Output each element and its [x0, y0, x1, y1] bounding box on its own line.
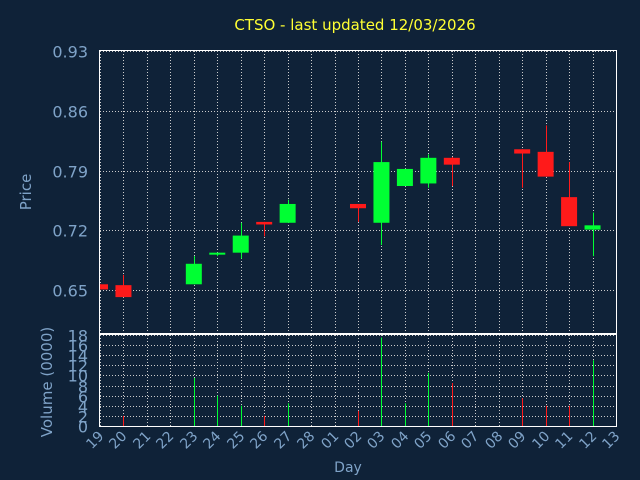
candle-body: [115, 285, 132, 298]
day-tick-label: 22: [153, 429, 177, 453]
price-tick-label: 0.72: [52, 222, 88, 241]
candle: [256, 221, 273, 237]
volume-tick-label: 16: [68, 337, 88, 356]
price-tick-labels: 0.65 0.72 0.79 0.86 0.93: [52, 43, 88, 301]
day-tick-label: 08: [482, 429, 506, 453]
candle: [443, 156, 460, 187]
day-tick-label: 09: [505, 429, 529, 453]
candle-body: [100, 284, 108, 290]
candle: [185, 256, 202, 285]
volume-tick-label: 6: [78, 388, 88, 407]
candles: [100, 125, 601, 298]
price-tick-label: 0.86: [52, 103, 88, 122]
day-tick-labels: 19 20 21 22 23 24 25 26 27 28 01 02 03 04 05 06 07 08 09 10…: [83, 428, 623, 452]
x-axis-label: Day: [334, 460, 362, 476]
price-tick-label: 0.79: [52, 163, 88, 182]
candle: [561, 162, 578, 227]
day-tick-label: 24: [200, 428, 224, 452]
candle-body: [185, 263, 202, 285]
day-tick-label: 05: [411, 429, 435, 453]
candle-body: [373, 162, 390, 223]
candle-body: [256, 221, 273, 225]
price-tick-label: 0.65: [52, 282, 88, 301]
day-tick-label: 07: [458, 429, 482, 453]
candle: [420, 154, 437, 188]
volume-bars: [123, 337, 594, 426]
volume-panel-border: [99, 334, 617, 427]
price-axis-label: Price: [17, 174, 35, 211]
candle: [584, 212, 601, 257]
day-tick-label: 26: [247, 428, 271, 452]
day-tick-label: 06: [435, 428, 459, 452]
volume-axis-label: Volume (0000): [38, 327, 56, 437]
candle: [115, 274, 132, 298]
candle-body: [420, 157, 437, 184]
candle-body: [561, 197, 578, 227]
candle: [279, 199, 296, 223]
candle: [373, 141, 390, 245]
day-tick-label: 04: [388, 428, 412, 452]
day-tick-label: 20: [106, 429, 130, 453]
candle-body: [279, 203, 296, 223]
volume-tick-label: 8: [78, 378, 88, 397]
volume-tick-label: 18: [68, 327, 88, 346]
day-tick-label: 02: [341, 429, 365, 453]
candle-body: [537, 151, 554, 177]
price-panel-border: [99, 50, 617, 334]
day-tick-label: 11: [552, 429, 576, 453]
candle-body: [443, 157, 460, 165]
candle: [232, 222, 249, 259]
day-tick-label: 10: [529, 429, 553, 453]
candle-body: [584, 225, 601, 230]
candle-body: [396, 168, 413, 187]
day-tick-label: 12: [576, 429, 600, 453]
candle: [100, 284, 108, 290]
day-tick-label: 03: [364, 429, 388, 453]
volume-tick-label: 4: [78, 398, 88, 417]
volume-tick-label: 12: [68, 357, 88, 376]
price-grid: [100, 51, 617, 333]
candle-body: [232, 235, 249, 253]
candle: [537, 125, 554, 177]
day-tick-label: 21: [130, 429, 154, 453]
day-tick-label: 27: [271, 429, 295, 453]
chart-title: CTSO - last updated 12/03/2026: [234, 16, 475, 34]
price-tick-label: 0.93: [52, 43, 88, 62]
volume-tick-label: 2: [78, 408, 88, 427]
candle: [396, 168, 413, 187]
candle: [514, 149, 531, 188]
volume-tick-label: 10: [68, 367, 88, 386]
volume-tick-label: 0: [78, 418, 88, 437]
day-tick-label: 23: [177, 429, 201, 453]
candle-body: [514, 149, 531, 154]
day-tick-label: 01: [318, 429, 342, 453]
day-tick-label: 13: [599, 429, 623, 453]
candle: [209, 252, 226, 257]
day-tick-label: 28: [294, 429, 318, 453]
day-tick-label: 25: [224, 429, 248, 453]
candle-body: [209, 252, 226, 255]
candle: [350, 203, 366, 222]
volume-tick-label: 14: [68, 347, 88, 366]
candle-body: [350, 203, 366, 209]
